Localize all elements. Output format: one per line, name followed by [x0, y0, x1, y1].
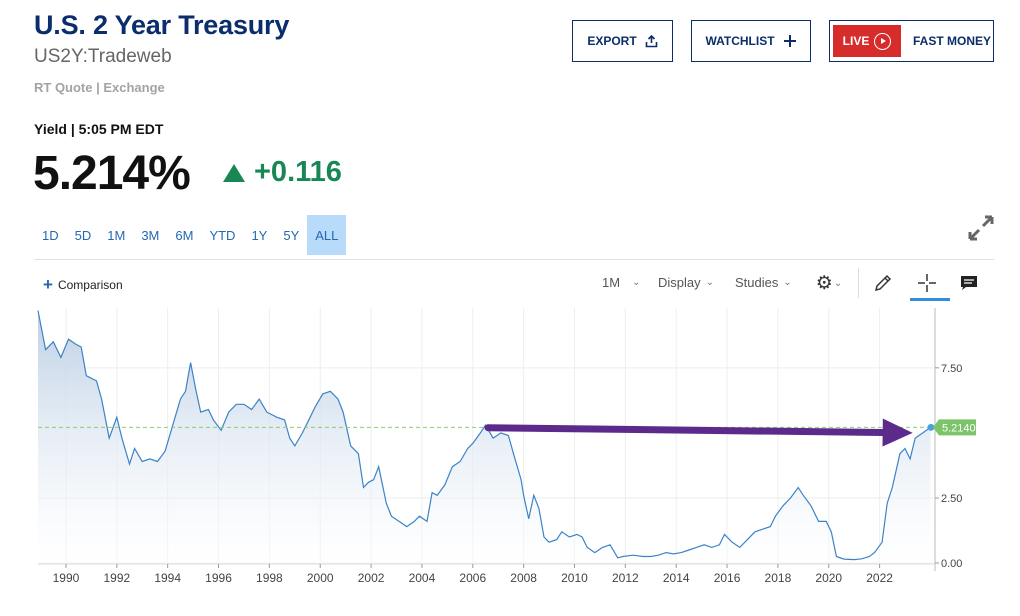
- x-tick-label: 2008: [510, 571, 537, 585]
- crosshair-tool-button[interactable]: [913, 270, 941, 296]
- x-tick-label: 2014: [663, 571, 690, 585]
- last-value-label: 5.2140: [927, 419, 976, 436]
- chevron-down-icon: ⌄: [833, 277, 843, 289]
- chevron-down-icon: ⌄: [705, 277, 715, 288]
- play-icon: [874, 32, 892, 50]
- range-1d[interactable]: 1D: [42, 227, 59, 243]
- gear-icon: ⚙: [815, 272, 833, 294]
- interval-dropdown[interactable]: 1M ⌄: [602, 275, 640, 290]
- y-axis-ticks: 7.50 2.50 0.00: [935, 363, 962, 570]
- x-tick-label: 2006: [459, 571, 486, 585]
- settings-button[interactable]: ⚙ ⌄: [815, 270, 843, 296]
- x-tick-label: 1990: [53, 571, 80, 585]
- yield-area-fill: [38, 310, 931, 563]
- x-axis-ticks: 1990 1992 1994 1996 1998 2000 2002 2004 2006 2008…: [53, 564, 893, 585]
- x-tick-label: 2010: [561, 571, 588, 585]
- comment-icon: [961, 276, 977, 290]
- x-tick-label: 1992: [103, 571, 130, 585]
- x-tick-label: 1998: [256, 571, 283, 585]
- up-arrow-icon: [223, 164, 245, 182]
- display-label: Display: [658, 275, 701, 290]
- yield-timestamp: Yield | 5:05 PM EDT: [34, 121, 164, 137]
- quote-source: RT Quote | Exchange: [34, 80, 165, 95]
- range-1y[interactable]: 1Y: [251, 227, 268, 243]
- x-tick-label: 2016: [714, 571, 741, 585]
- yield-line: [37, 310, 931, 561]
- studies-dropdown[interactable]: Studies ⌄: [735, 275, 792, 290]
- watchlist-label: WATCHLIST: [705, 34, 775, 48]
- y-tick-label: 7.50: [941, 363, 962, 375]
- yield-change: +0.116: [254, 156, 342, 188]
- range-5d[interactable]: 5D: [74, 227, 92, 243]
- x-tick-label: 2020: [815, 571, 842, 585]
- range-all[interactable]: ALL: [307, 215, 347, 255]
- x-tick-label: 2002: [358, 571, 385, 585]
- section-divider: [34, 259, 994, 260]
- expand-icon[interactable]: [966, 213, 996, 243]
- yield-chart[interactable]: 1990 1992 1994 1996 1998 2000 2002 2004 2006 2008…: [0, 300, 1020, 600]
- live-badge: LIVE: [833, 25, 901, 57]
- annotation-arrow-head: [882, 418, 913, 447]
- range-ytd[interactable]: YTD: [209, 227, 236, 243]
- last-value-badge: [933, 419, 976, 436]
- x-tick-label: 2000: [307, 571, 334, 585]
- range-3m[interactable]: 3M: [141, 227, 160, 243]
- last-value-text: 5.2140: [942, 422, 976, 434]
- page-title: U.S. 2 Year Treasury: [34, 10, 290, 40]
- active-tool-indicator: [910, 298, 950, 301]
- pencil-icon: [874, 274, 892, 292]
- annotation-arrow: [484, 418, 913, 447]
- chevron-down-icon: ⌄: [783, 277, 792, 288]
- x-tick-label: 2022: [866, 571, 893, 585]
- fast-money-live-button[interactable]: LIVE FAST MONEY: [829, 20, 994, 62]
- live-label: LIVE: [842, 34, 870, 48]
- x-tick-label: 2018: [765, 571, 792, 585]
- x-tick-label: 1996: [205, 571, 232, 585]
- y-tick-label: 2.50: [941, 493, 962, 505]
- upload-icon: [645, 34, 658, 48]
- plus-icon: [783, 34, 797, 48]
- annotation-arrow-shaft: [484, 424, 887, 437]
- studies-label: Studies: [735, 275, 779, 290]
- range-1m[interactable]: 1M: [107, 227, 126, 243]
- x-tick-label: 1994: [154, 571, 181, 585]
- display-dropdown[interactable]: Display ⌄: [658, 275, 714, 290]
- plus-icon: +: [43, 275, 53, 294]
- fast-money-label: FAST MONEY: [913, 34, 992, 48]
- range-5y[interactable]: 5Y: [283, 227, 300, 243]
- time-range-selector: 1D 5D 1M 3M 6M YTD 1Y 5Y ALL: [34, 215, 347, 255]
- chevron-down-icon: ⌄: [632, 277, 641, 288]
- y-tick-label: 0.00: [941, 558, 962, 570]
- comparison-button[interactable]: + Comparison: [43, 275, 123, 294]
- yield-price: 5.214%: [33, 147, 191, 200]
- draw-tool-button[interactable]: [869, 270, 897, 296]
- export-button[interactable]: EXPORT: [572, 20, 673, 62]
- export-label: EXPORT: [587, 34, 637, 48]
- x-tick-label: 2012: [612, 571, 639, 585]
- comparison-label: Comparison: [57, 278, 123, 292]
- comment-tool-button[interactable]: [955, 270, 983, 296]
- last-value-marker: [927, 423, 935, 431]
- crosshair-icon: [918, 274, 936, 292]
- x-tick-label: 2004: [409, 571, 436, 585]
- range-6m[interactable]: 6M: [175, 227, 194, 243]
- toolbar-separator: [858, 268, 859, 298]
- watchlist-button[interactable]: WATCHLIST: [691, 20, 811, 62]
- interval-label: 1M: [602, 275, 621, 290]
- symbol-label: US2Y:Tradeweb: [34, 46, 172, 67]
